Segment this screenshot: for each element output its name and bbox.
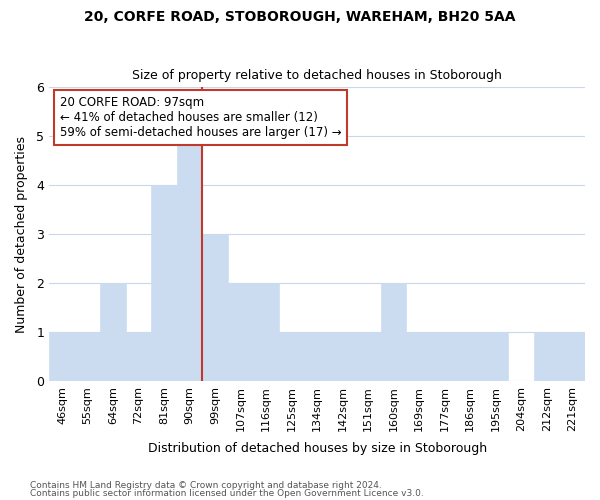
Bar: [381, 283, 406, 381]
Text: Contains public sector information licensed under the Open Government Licence v3: Contains public sector information licen…: [30, 488, 424, 498]
Bar: [253, 283, 279, 381]
Bar: [559, 332, 585, 381]
Bar: [457, 332, 483, 381]
Bar: [534, 332, 559, 381]
Bar: [406, 332, 432, 381]
Bar: [355, 332, 381, 381]
Bar: [100, 283, 126, 381]
Bar: [228, 283, 253, 381]
Bar: [279, 332, 304, 381]
Bar: [177, 136, 202, 381]
X-axis label: Distribution of detached houses by size in Stoborough: Distribution of detached houses by size …: [148, 442, 487, 455]
Text: 20, CORFE ROAD, STOBOROUGH, WAREHAM, BH20 5AA: 20, CORFE ROAD, STOBOROUGH, WAREHAM, BH2…: [84, 10, 516, 24]
Bar: [330, 332, 355, 381]
Text: Contains HM Land Registry data © Crown copyright and database right 2024.: Contains HM Land Registry data © Crown c…: [30, 481, 382, 490]
Bar: [304, 332, 330, 381]
Bar: [49, 332, 75, 381]
Text: 20 CORFE ROAD: 97sqm
← 41% of detached houses are smaller (12)
59% of semi-detac: 20 CORFE ROAD: 97sqm ← 41% of detached h…: [60, 96, 341, 139]
Bar: [483, 332, 508, 381]
Bar: [75, 332, 100, 381]
Bar: [151, 185, 177, 381]
Bar: [202, 234, 228, 381]
Y-axis label: Number of detached properties: Number of detached properties: [15, 136, 28, 332]
Title: Size of property relative to detached houses in Stoborough: Size of property relative to detached ho…: [132, 69, 502, 82]
Bar: [126, 332, 151, 381]
Bar: [432, 332, 457, 381]
